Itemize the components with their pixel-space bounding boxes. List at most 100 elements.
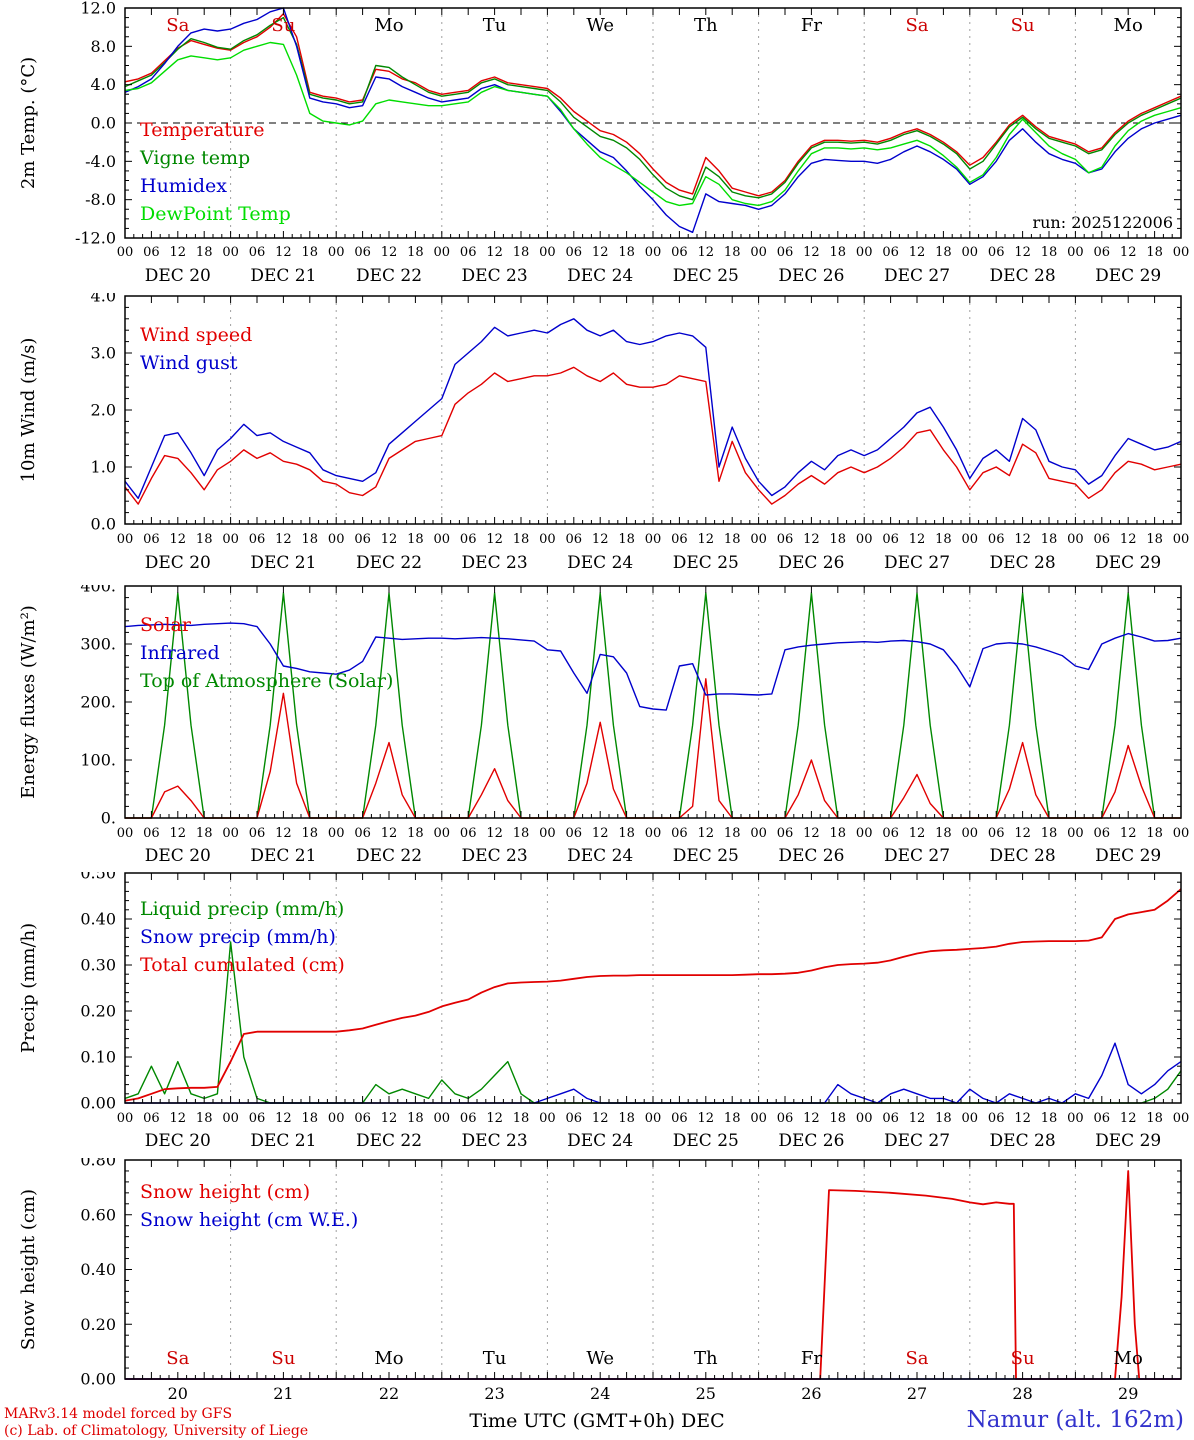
y-tick-label: 400. xyxy=(80,585,116,596)
legend-wind-speed: Wind speed xyxy=(140,324,252,346)
day-name-label: Sa xyxy=(905,1348,928,1369)
date-label: DEC 26 xyxy=(778,553,844,573)
hour-tick-label: 06 xyxy=(882,826,899,841)
y-tick-label: 0.40 xyxy=(80,1260,116,1279)
hour-tick-label: 00 xyxy=(434,826,451,841)
y-tick-label: -12.0 xyxy=(75,229,116,248)
hour-tick-label: 12 xyxy=(170,532,187,547)
hour-tick-label: 12 xyxy=(381,532,398,547)
hour-tick-label: 06 xyxy=(354,532,371,547)
hour-tick-label: 12 xyxy=(486,1111,503,1126)
hour-tick-label: 06 xyxy=(671,1111,688,1126)
day-name-label: Fr xyxy=(801,1348,822,1369)
model-credit-line1: MARv3.14 model forced by GFS xyxy=(4,1406,233,1422)
hour-tick-label: 18 xyxy=(196,532,213,547)
legend-temperature: Temperature xyxy=(140,119,264,141)
hour-tick-label: 18 xyxy=(407,826,424,841)
day-name-label: Sa xyxy=(166,1348,189,1369)
hour-tick-label: 18 xyxy=(1041,245,1058,260)
hour-tick-label: 12 xyxy=(592,245,609,260)
hour-tick-label: 00 xyxy=(328,826,345,841)
hour-tick-label: 00 xyxy=(434,532,451,547)
hour-tick-label: 12 xyxy=(592,532,609,547)
hour-tick-label: 06 xyxy=(249,532,266,547)
hour-tick-label: 18 xyxy=(618,826,635,841)
date-label: DEC 25 xyxy=(673,553,739,573)
hour-tick-label: 00 xyxy=(1173,1111,1190,1126)
hour-tick-label: 06 xyxy=(143,1111,160,1126)
hour-tick-label: 06 xyxy=(882,245,899,260)
y-axis-label: Energy fluxes (W/m²) xyxy=(18,605,39,799)
hour-tick-label: 12 xyxy=(1014,245,1031,260)
hour-tick-label: 18 xyxy=(513,532,530,547)
hour-tick-label: 06 xyxy=(882,532,899,547)
date-label: DEC 24 xyxy=(567,266,633,286)
legend-snow-height-cm-: Snow height (cm) xyxy=(140,1181,310,1203)
day-number-label: 25 xyxy=(696,1384,716,1403)
hour-tick-label: 12 xyxy=(698,826,715,841)
hour-tick-label: 12 xyxy=(1014,826,1031,841)
hour-tick-label: 06 xyxy=(354,245,371,260)
hour-tick-label: 12 xyxy=(486,532,503,547)
y-tick-label: 4.0 xyxy=(91,75,116,94)
hour-tick-label: 00 xyxy=(539,826,556,841)
hour-tick-label: 06 xyxy=(988,826,1005,841)
hour-tick-label: 06 xyxy=(777,532,794,547)
hour-tick-label: 00 xyxy=(750,532,767,547)
legend-humidex: Humidex xyxy=(140,175,227,197)
model-credit-line2: (c) Lab. of Climatology, University of L… xyxy=(4,1423,309,1439)
series-humidex xyxy=(124,7,1182,234)
hour-tick-label: 12 xyxy=(909,532,926,547)
day-name-label: Th xyxy=(694,1348,718,1369)
hour-tick-label: 18 xyxy=(1146,826,1163,841)
hour-tick-label: 00 xyxy=(539,245,556,260)
day-number-label: 20 xyxy=(168,1384,188,1403)
hour-tick-label: 06 xyxy=(566,532,583,547)
hour-tick-label: 00 xyxy=(1067,1111,1084,1126)
day-number-label: 26 xyxy=(801,1384,821,1403)
hour-tick-label: 18 xyxy=(724,532,741,547)
hour-tick-label: 06 xyxy=(671,532,688,547)
hour-tick-label: 18 xyxy=(302,1111,319,1126)
day-name-label: Sa xyxy=(166,15,189,36)
hour-tick-label: 00 xyxy=(1067,532,1084,547)
date-label: DEC 24 xyxy=(567,846,633,866)
hour-tick-label: 00 xyxy=(645,245,662,260)
hour-tick-label: 18 xyxy=(935,1111,952,1126)
series-snow-height-cm- xyxy=(125,1170,1181,1380)
date-label: DEC 29 xyxy=(1095,553,1161,573)
day-name-label: Fr xyxy=(801,15,822,36)
date-label: DEC 28 xyxy=(990,1131,1056,1151)
day-number-label: 23 xyxy=(484,1384,504,1403)
hour-tick-label: 06 xyxy=(143,245,160,260)
y-tick-label: 0.30 xyxy=(80,956,116,975)
y-tick-label: 3.0 xyxy=(91,344,116,363)
hour-tick-label: 06 xyxy=(143,826,160,841)
hour-tick-label: 06 xyxy=(988,1111,1005,1126)
footer: MARv3.14 model forced by GFS (c) Lab. of… xyxy=(0,1405,1194,1440)
legend-wind-gust: Wind gust xyxy=(140,352,238,374)
hour-tick-label: 12 xyxy=(1014,1111,1031,1126)
energy-flux-chart: 0. 100. 200. 300. 400. 00 06 12 18 00 06 12 18 00 06 12… xyxy=(0,585,1194,872)
run-label: run: 2025122006 xyxy=(1032,213,1173,232)
hour-tick-label: 12 xyxy=(698,532,715,547)
y-tick-label: 0.50 xyxy=(80,872,116,883)
date-label: DEC 27 xyxy=(884,553,950,573)
hour-tick-label: 12 xyxy=(170,826,187,841)
energy-flux-chart-svg: 0. 100. 200. 300. 400. 00 06 12 18 00 06 12 18 00 06 12… xyxy=(18,585,1189,866)
hour-tick-label: 00 xyxy=(222,1111,239,1126)
day-name-label: Su xyxy=(271,15,295,36)
y-tick-label: 2.0 xyxy=(91,401,116,420)
hour-tick-label: 06 xyxy=(566,826,583,841)
date-label: DEC 20 xyxy=(145,553,211,573)
snow-height-chart: 0.00 0.20 0.40 0.60 0.80 20 21 22 23 24 25 26 27 28 29… xyxy=(0,1158,1194,1405)
date-label: DEC 24 xyxy=(567,553,633,573)
hour-tick-label: 18 xyxy=(724,1111,741,1126)
hour-tick-label: 12 xyxy=(170,1111,187,1126)
hour-tick-label: 06 xyxy=(988,245,1005,260)
hour-tick-label: 18 xyxy=(407,1111,424,1126)
hour-tick-label: 12 xyxy=(698,245,715,260)
hour-tick-label: 12 xyxy=(803,532,820,547)
hour-tick-label: 12 xyxy=(486,245,503,260)
day-number-label: 29 xyxy=(1118,1384,1138,1403)
